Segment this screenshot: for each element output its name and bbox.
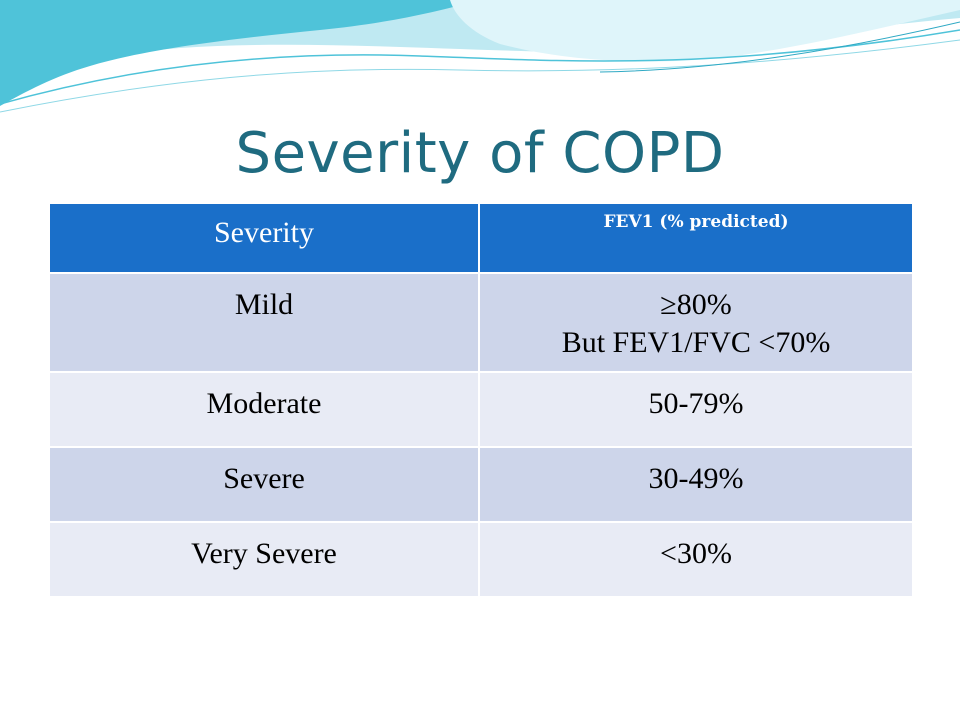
wave-line-3 (599, 21, 960, 73)
fev1-value: <30% (660, 537, 732, 570)
wave-header-decoration (0, 0, 960, 113)
fev1-cell: ≥80% But FEV1/FVC <70% (478, 272, 914, 373)
header-severity: Severity (48, 202, 480, 274)
fev1-cell: 30-49% (478, 446, 914, 523)
severity-cell: Severe (48, 446, 480, 523)
wave-band-mid (0, 0, 480, 106)
wave-band-highlight (450, 0, 960, 62)
severity-cell: Mild (48, 272, 480, 373)
table-row: Mild ≥80% But FEV1/FVC <70% (48, 272, 914, 373)
fev1-cell: 50-79% (478, 371, 914, 448)
severity-cell: Moderate (48, 371, 480, 448)
table-header-row: Severity FEV1 (% predicted) (48, 202, 914, 274)
fev1-cell: <30% (478, 521, 914, 598)
table-row: Severe 30-49% (48, 446, 914, 523)
fev1-ratio-note: But FEV1/FVC <70% (561, 326, 831, 359)
wave-line-2 (0, 39, 960, 113)
fev1-value: 30-49% (648, 462, 744, 495)
slide-title: Severity of COPD (235, 121, 725, 186)
wave-line-1 (0, 29, 960, 105)
fev1-value: 50-79% (648, 387, 744, 420)
table-row: Moderate 50-79% (48, 371, 914, 448)
fev1-value: ≥80% (660, 288, 732, 321)
severity-table: Severity FEV1 (% predicted) Mild ≥80% Bu… (48, 202, 914, 598)
header-fev1: FEV1 (% predicted) (478, 202, 914, 274)
severity-cell: Very Severe (48, 521, 480, 598)
table-row: Very Severe <30% (48, 521, 914, 598)
